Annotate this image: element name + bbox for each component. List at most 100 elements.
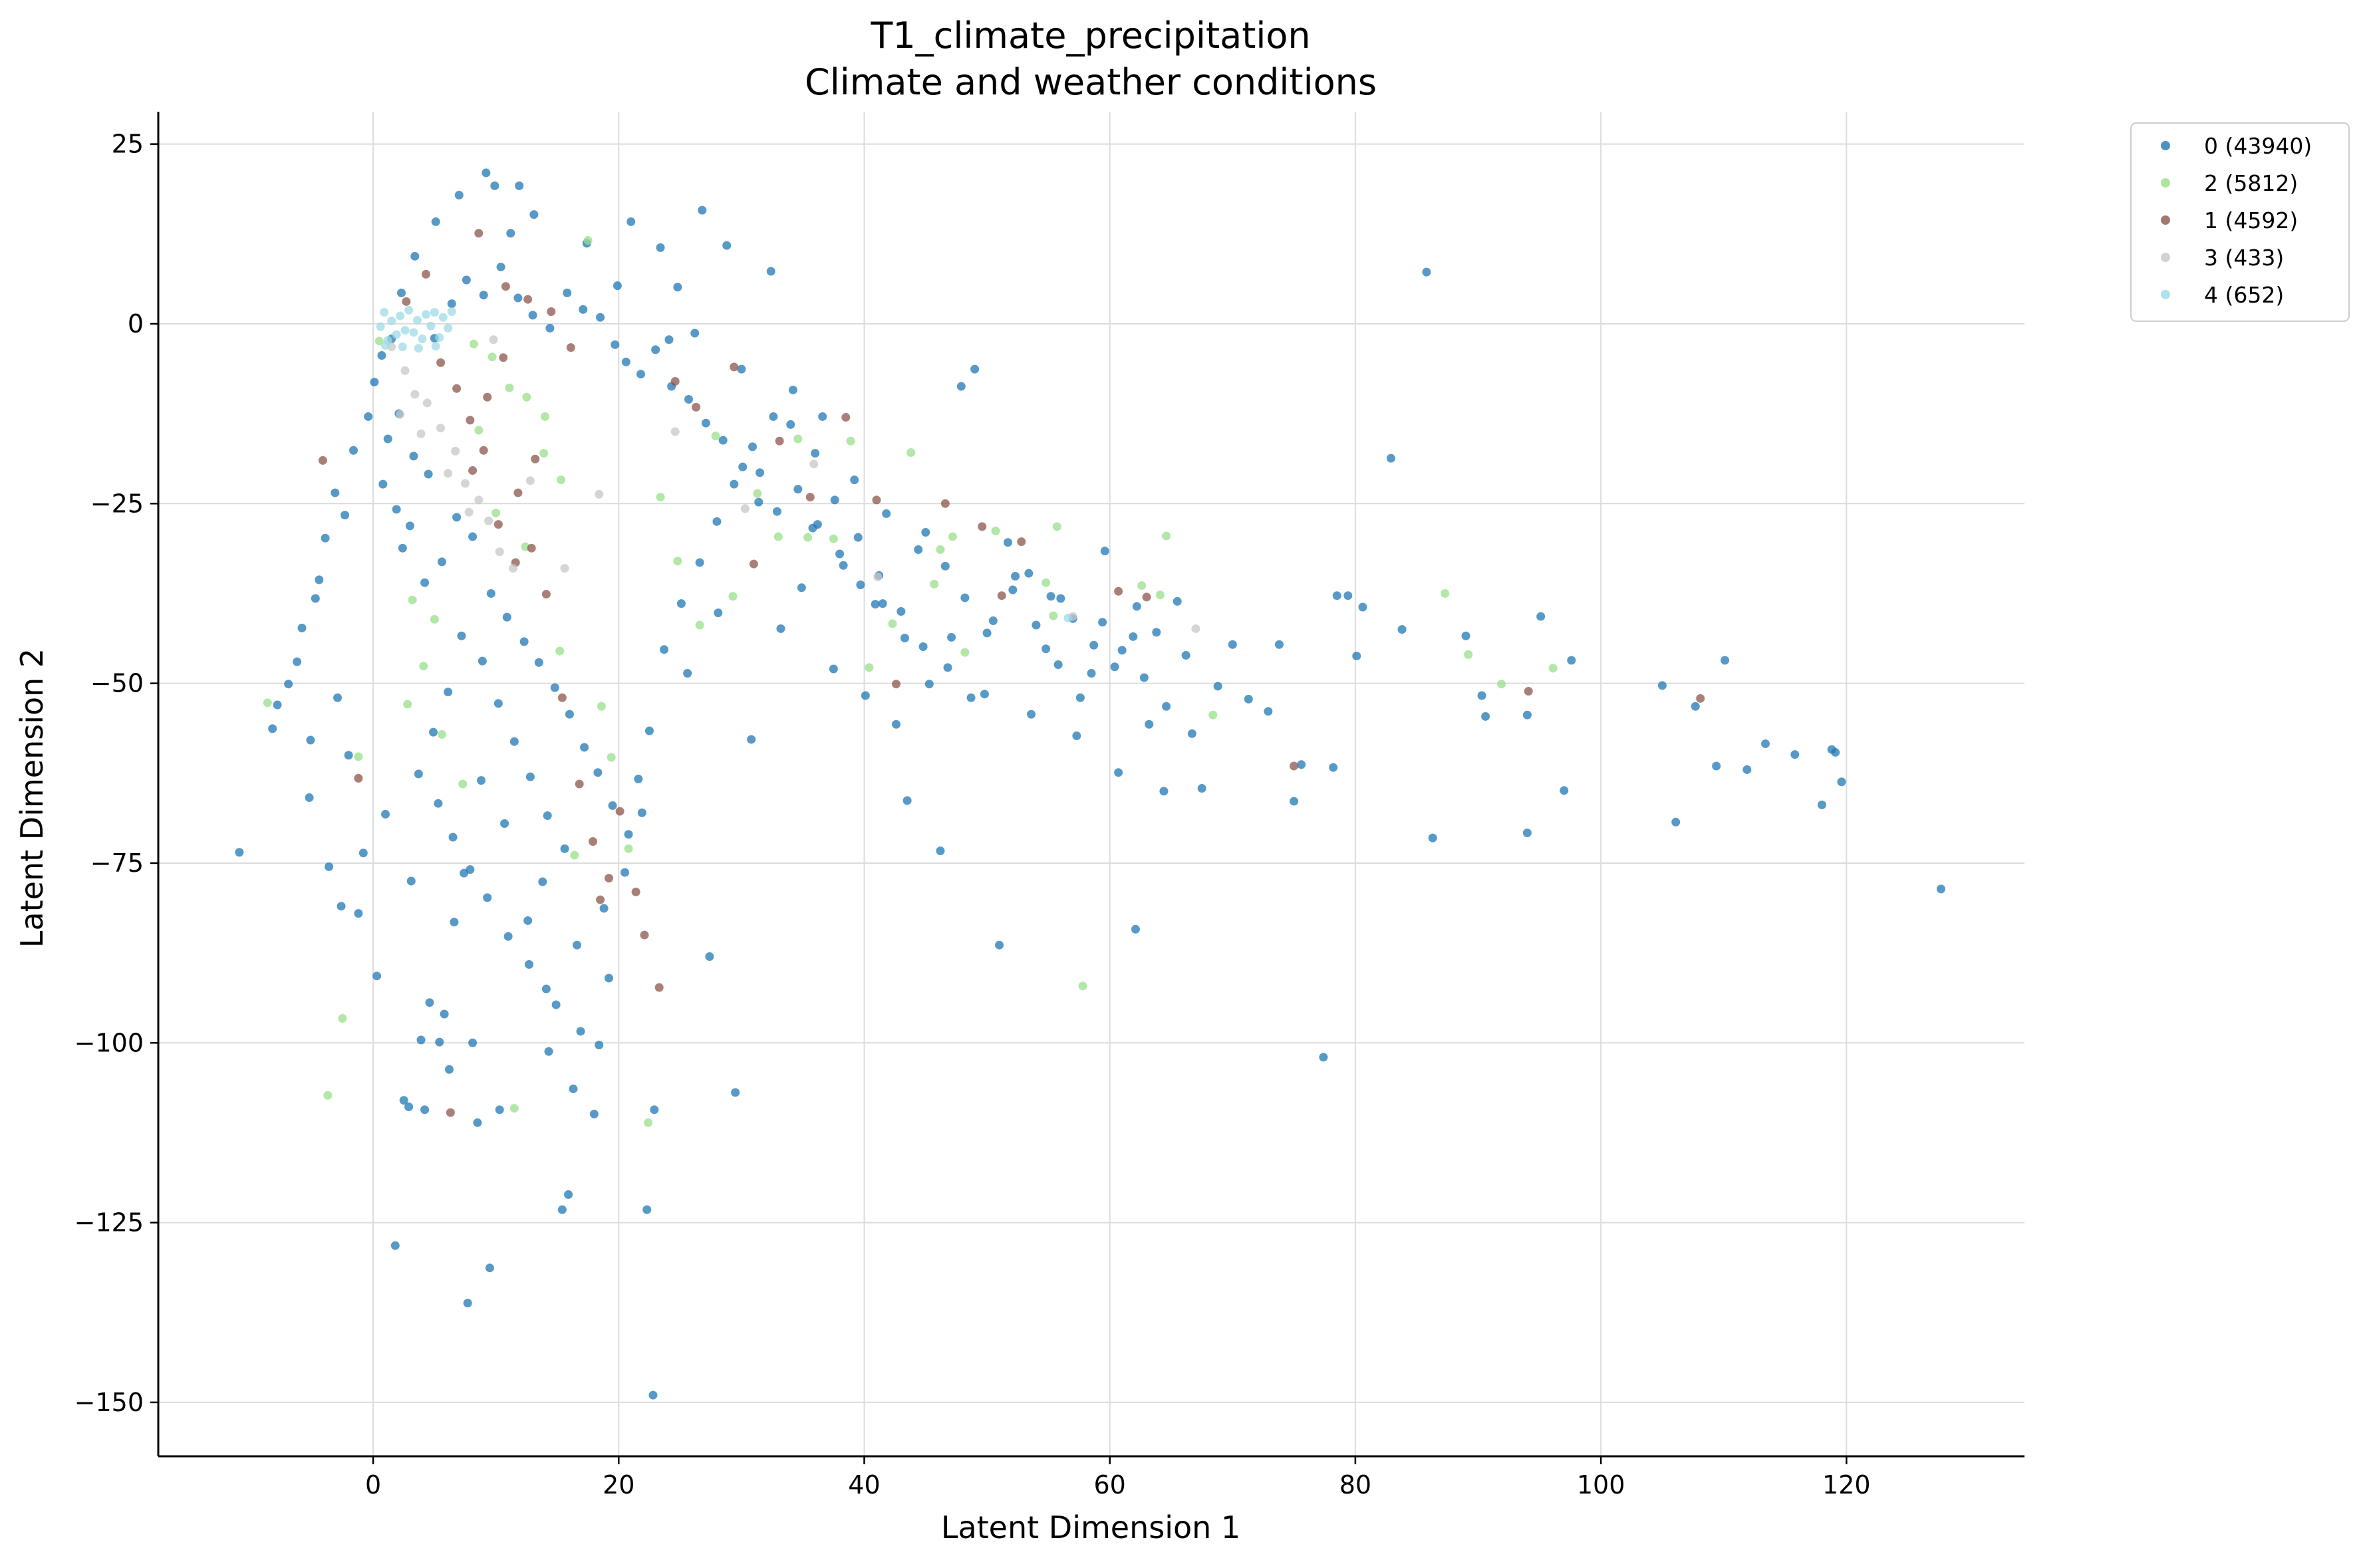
data-point-series-2 (605, 874, 614, 883)
data-point-series-4 (418, 334, 427, 344)
data-point-series-1 (1441, 588, 1450, 598)
data-point-series-0 (853, 533, 863, 542)
data-point-series-0 (730, 479, 739, 489)
data-point-series-0 (1213, 682, 1222, 691)
data-point-series-0 (966, 693, 976, 702)
data-point-series-0 (447, 299, 456, 309)
data-point-series-0 (448, 833, 458, 842)
data-point-series-0 (918, 642, 928, 651)
legend-label: 3 (433) (2204, 245, 2284, 271)
data-point-series-1 (338, 1013, 347, 1023)
data-point-series-2 (436, 358, 446, 367)
data-point-series-0 (383, 434, 392, 444)
data-point-series-1 (728, 592, 738, 601)
data-point-series-0 (1461, 631, 1470, 640)
data-point-series-0 (1522, 710, 1532, 719)
data-point-series-0 (490, 181, 499, 190)
data-point-series-4 (414, 344, 423, 353)
data-point-series-0 (1011, 572, 1020, 581)
data-point-series-1 (487, 352, 497, 362)
data-point-series-3 (464, 507, 474, 517)
data-point-series-0 (738, 462, 748, 471)
data-point-series-1 (607, 753, 616, 762)
x-tick-label: 0 (365, 1470, 381, 1500)
data-point-series-0 (519, 637, 529, 646)
data-point-series-0 (1721, 656, 1730, 665)
data-point-series-2 (557, 693, 567, 702)
x-tick-label: 100 (1577, 1470, 1625, 1500)
data-point-series-0 (397, 288, 406, 297)
data-point-series-0 (1110, 662, 1119, 672)
data-point-series-2 (775, 436, 784, 446)
data-point-series-0 (897, 606, 906, 616)
data-point-series-0 (772, 507, 781, 516)
legend-box (2130, 122, 2350, 322)
data-point-series-0 (493, 699, 503, 708)
data-point-series-0 (914, 545, 923, 555)
data-point-series-2 (692, 402, 701, 412)
data-point-series-0 (1428, 833, 1437, 843)
data-point-series-0 (452, 513, 462, 522)
data-point-series-0 (856, 580, 865, 589)
data-point-series-2 (749, 559, 758, 569)
data-point-series-0 (1936, 884, 1945, 894)
data-point-series-2 (566, 343, 575, 352)
data-point-series-0 (425, 998, 434, 1007)
data-point-series-3 (484, 516, 493, 525)
data-point-series-0 (621, 357, 630, 366)
data-point-series-1 (491, 508, 501, 517)
data-point-series-0 (354, 909, 363, 918)
data-point-series-0 (576, 1027, 585, 1036)
data-point-series-0 (797, 583, 806, 592)
data-point-series-0 (766, 267, 775, 276)
data-point-series-0 (434, 799, 443, 808)
data-point-series-0 (525, 960, 534, 969)
data-point-series-2 (1017, 537, 1026, 547)
data-point-series-0 (1117, 646, 1127, 655)
data-point-series-4 (398, 342, 407, 352)
data-point-series-1 (991, 526, 1000, 535)
data-point-series-0 (545, 323, 555, 332)
data-point-series-1 (469, 339, 478, 348)
data-point-series-0 (1187, 729, 1196, 738)
x-tick-label: 40 (848, 1470, 880, 1500)
data-point-series-0 (611, 340, 620, 349)
data-point-series-0 (305, 793, 314, 803)
data-point-series-0 (344, 751, 353, 760)
data-point-series-2 (479, 446, 488, 455)
data-point-series-0 (793, 485, 803, 494)
data-point-series-4 (404, 305, 414, 315)
y-tick-label: −125 (74, 1208, 144, 1238)
data-point-series-0 (392, 505, 401, 514)
data-point-series-1 (458, 779, 468, 789)
data-point-series-0 (1032, 620, 1041, 630)
legend-marker (2161, 141, 2170, 150)
x-tick-label: 60 (1094, 1470, 1126, 1500)
data-point-series-0 (701, 418, 710, 428)
data-point-series-0 (1329, 763, 1338, 772)
data-point-series-3 (489, 335, 498, 344)
data-point-series-1 (509, 1104, 519, 1113)
data-point-series-1 (555, 646, 565, 656)
data-point-series-0 (695, 558, 704, 567)
data-point-series-0 (478, 656, 487, 666)
data-point-series-3 (444, 469, 453, 478)
data-point-series-0 (1072, 731, 1081, 741)
data-point-series-1 (1052, 522, 1061, 531)
data-point-series-3 (461, 479, 470, 488)
data-point-series-0 (756, 468, 765, 477)
y-tick-label: 0 (128, 309, 144, 338)
data-point-series-0 (431, 217, 440, 226)
data-point-series-1 (793, 434, 803, 444)
data-point-series-3 (400, 366, 410, 375)
data-point-series-1 (829, 534, 838, 543)
data-point-series-0 (769, 412, 778, 421)
data-point-series-0 (921, 528, 930, 537)
data-point-series-0 (496, 263, 505, 272)
data-point-series-0 (235, 848, 244, 857)
data-point-series-0 (515, 181, 524, 190)
data-point-series-0 (634, 774, 643, 783)
data-point-series-0 (1089, 640, 1099, 650)
data-point-series-1 (557, 475, 566, 485)
data-point-series-1 (936, 545, 945, 555)
